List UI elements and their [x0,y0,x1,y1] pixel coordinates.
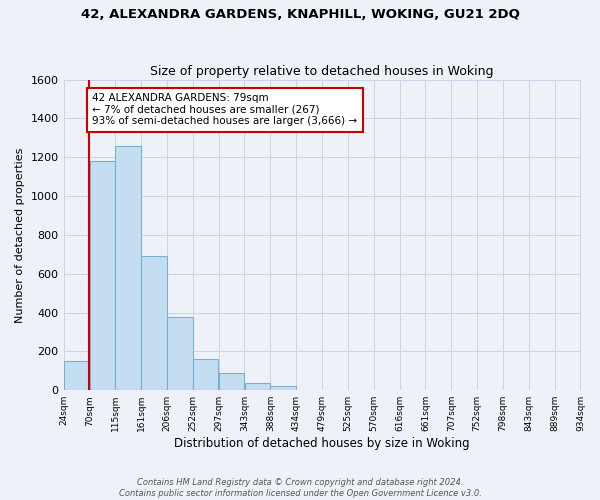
Bar [271,386,296,390]
Text: 42 ALEXANDRA GARDENS: 79sqm
← 7% of detached houses are smaller (267)
93% of sem: 42 ALEXANDRA GARDENS: 79sqm ← 7% of deta… [92,94,358,126]
Y-axis label: Number of detached properties: Number of detached properties [15,147,25,322]
Text: Contains HM Land Registry data © Crown copyright and database right 2024.
Contai: Contains HM Land Registry data © Crown c… [119,478,481,498]
Bar [64,361,89,390]
Bar [193,359,218,390]
Bar [219,372,244,390]
Bar [245,384,270,390]
X-axis label: Distribution of detached houses by size in Woking: Distribution of detached houses by size … [174,437,470,450]
Bar [115,146,141,390]
Bar [141,256,167,390]
Text: 42, ALEXANDRA GARDENS, KNAPHILL, WOKING, GU21 2DQ: 42, ALEXANDRA GARDENS, KNAPHILL, WOKING,… [80,8,520,20]
Bar [167,318,193,390]
Bar [89,161,115,390]
Title: Size of property relative to detached houses in Woking: Size of property relative to detached ho… [150,66,494,78]
